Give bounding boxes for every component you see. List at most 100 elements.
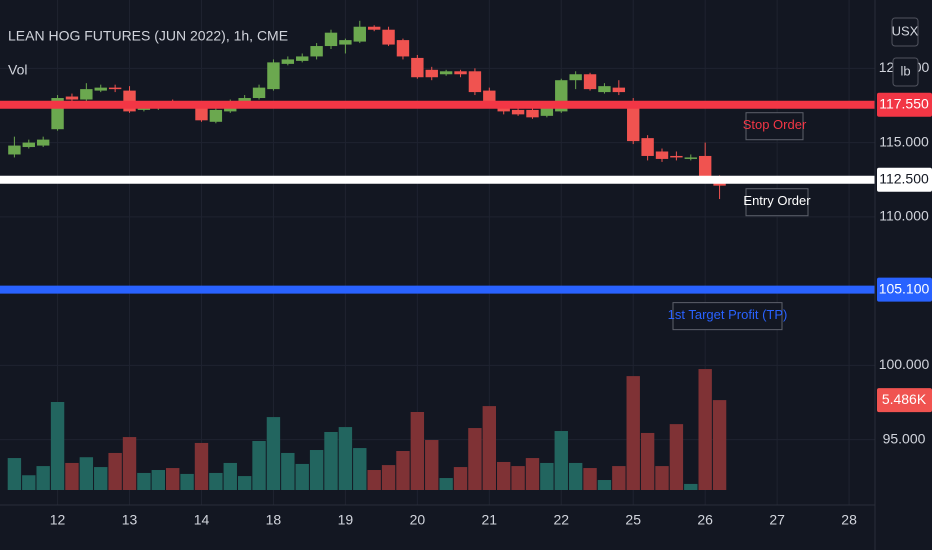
volume-bar (540, 462, 554, 490)
candle-body (339, 40, 352, 45)
volume-label-box (877, 388, 932, 413)
volume-bar (640, 432, 655, 490)
candle-body (684, 157, 697, 159)
candle (339, 38, 352, 54)
candle (22, 139, 35, 149)
volume-bar (684, 483, 698, 490)
x-tick-label: 28 (841, 512, 857, 528)
x-tick-label: 18 (266, 512, 282, 528)
volume-bar (453, 467, 468, 490)
volume-bar (309, 450, 324, 490)
candle (80, 83, 93, 103)
candle (598, 83, 611, 94)
candle (108, 84, 122, 93)
volume-bar (266, 417, 281, 490)
volume-bar (511, 466, 525, 490)
currency-button[interactable] (891, 17, 919, 47)
volume-bar (22, 475, 36, 490)
candle-body (252, 87, 266, 99)
candle (468, 68, 482, 96)
y-tick-label: 110.000 (879, 208, 929, 224)
candle-body (367, 26, 381, 30)
volume-bar (554, 431, 568, 490)
volume-bar (410, 411, 425, 490)
candle-body (396, 40, 410, 57)
price-level-label: 112.500 (879, 170, 929, 186)
candle-body (296, 56, 309, 61)
candle (36, 136, 50, 148)
candle-body (583, 74, 597, 90)
candle-body (569, 74, 582, 81)
volume-bar (525, 458, 540, 490)
candle (209, 106, 223, 124)
axis-buttons: USX lb (891, 17, 919, 87)
candle (396, 38, 410, 60)
volume-bar (79, 457, 94, 490)
candle-body (627, 102, 640, 142)
volume-bar (151, 470, 166, 490)
y-tick-label: 100.000 (879, 356, 930, 372)
price-level-label: 105.100 (879, 280, 930, 296)
candle-body (411, 57, 424, 78)
volume-bar (223, 462, 237, 490)
candle-body (540, 105, 554, 116)
candle-body (612, 87, 626, 93)
candle (8, 136, 21, 158)
volume-bar (324, 431, 338, 490)
candle (425, 66, 438, 81)
volume-bar (209, 472, 223, 490)
volume-bar (425, 440, 439, 490)
x-tick-label: 20 (410, 512, 426, 528)
volume-bar (295, 463, 309, 490)
volume-bar (281, 452, 295, 490)
volume-pane (7, 369, 727, 490)
candle-body (698, 155, 712, 180)
annotation-box (745, 112, 804, 141)
candle (94, 84, 107, 93)
candle (439, 69, 453, 76)
volume-bar (626, 376, 640, 490)
candle-body (641, 138, 654, 156)
candle (281, 56, 295, 66)
annotation-box (672, 302, 783, 331)
volume-bar (712, 400, 727, 490)
volume-bar (180, 473, 194, 490)
unit-button-label: lb (900, 63, 910, 78)
x-tick-label: 14 (194, 512, 210, 528)
candle-body (468, 71, 482, 93)
candle (583, 72, 597, 91)
volume-bar (612, 466, 626, 490)
candle-body (670, 155, 683, 158)
volume-bar (50, 401, 65, 490)
x-tick-label: 19 (338, 512, 354, 528)
volume-bar (36, 466, 50, 490)
candle (526, 106, 539, 119)
x-tick-label: 21 (482, 512, 498, 528)
candle-body (36, 139, 50, 146)
candle-body (22, 142, 35, 148)
volume-bar (122, 437, 137, 490)
volume-title: Vol (8, 62, 27, 78)
candle-body (80, 89, 93, 100)
candle-body (65, 96, 79, 100)
candle (324, 29, 338, 50)
chart-title: LEAN HOG FUTURES (JUN 2022), 1h, CME (8, 28, 288, 44)
candle-body (382, 29, 395, 45)
volume-bar (655, 466, 669, 490)
unit-button[interactable] (892, 57, 919, 87)
candle-body (439, 71, 453, 75)
candle-body (454, 71, 467, 75)
volume-bar (367, 470, 381, 490)
candle (454, 69, 467, 78)
x-tick-label: 12 (50, 512, 66, 528)
y-tick-label: 115.000 (879, 133, 929, 149)
volume-label: 5.486K (882, 391, 927, 407)
y-tick-label: 95.000 (883, 430, 926, 446)
volume-bar (194, 442, 209, 490)
candle-body (94, 87, 107, 91)
volume-bar (597, 480, 612, 490)
candle (367, 25, 381, 32)
candle-body (511, 109, 525, 115)
candle-body (425, 69, 438, 78)
candle (612, 80, 626, 96)
